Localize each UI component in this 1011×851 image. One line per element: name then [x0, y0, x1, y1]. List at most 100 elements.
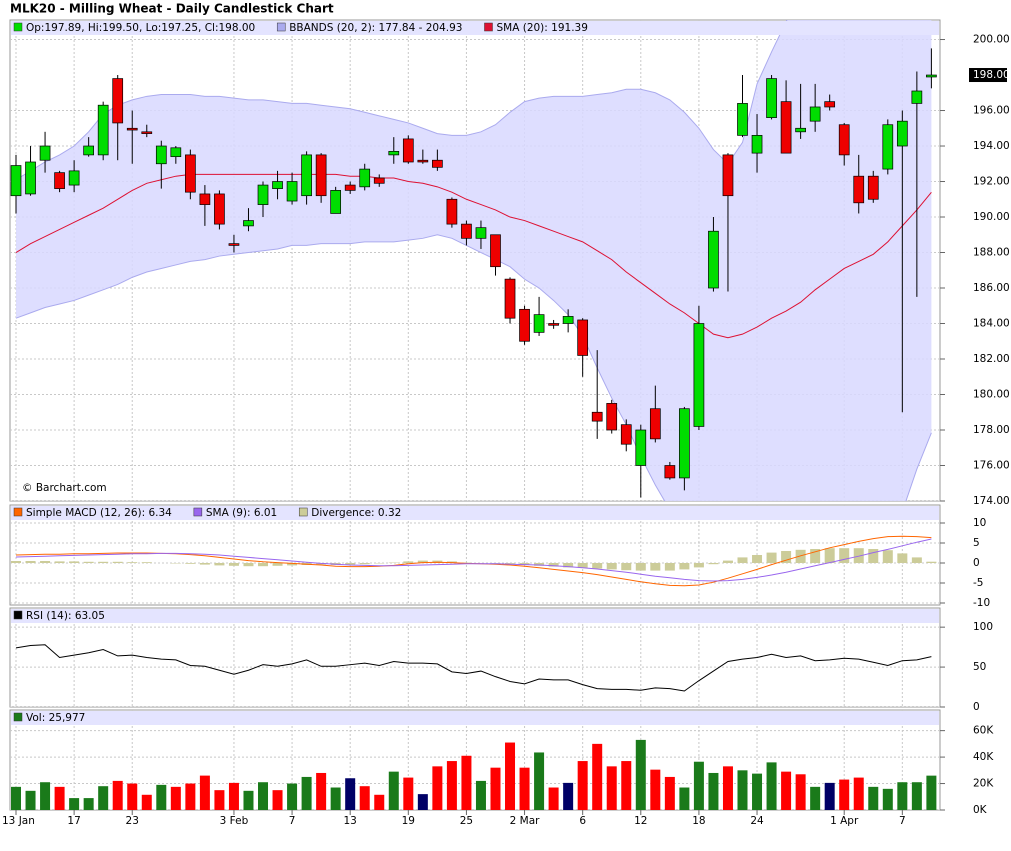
- bar: [911, 557, 922, 563]
- bar: [534, 563, 545, 566]
- bar: [388, 771, 399, 810]
- candle-body: [867, 175, 879, 200]
- bar: [40, 561, 51, 563]
- bar: [505, 742, 516, 810]
- bar: [505, 563, 516, 564]
- candle-body: [926, 74, 937, 78]
- bar: [54, 786, 65, 810]
- candle-body: [25, 161, 36, 195]
- bar: [766, 762, 777, 810]
- bar: [258, 782, 269, 810]
- candle-body: [896, 120, 908, 147]
- bar: [170, 786, 181, 810]
- bar: [11, 561, 21, 563]
- bar: [461, 755, 472, 810]
- x-tick-label: 23: [126, 815, 139, 827]
- bar: [214, 790, 225, 810]
- y-tick-label: 182.00: [973, 353, 1010, 365]
- bar: [490, 767, 501, 810]
- bar: [795, 549, 806, 563]
- candle-body: [664, 465, 676, 479]
- bar: [650, 563, 661, 571]
- legend-label: Divergence: 0.32: [311, 507, 401, 519]
- candle-body: [606, 403, 618, 431]
- candle-body: [39, 145, 51, 161]
- legend-swatch: [13, 610, 23, 620]
- bar: [926, 561, 937, 563]
- legend-label: Simple MACD (12, 26): 6.34: [26, 507, 172, 519]
- y-tick-label: 10: [973, 517, 986, 529]
- candle-body: [591, 411, 603, 422]
- legend-swatch: [13, 22, 23, 32]
- bar: [824, 782, 835, 810]
- bar: [83, 561, 94, 563]
- bar: [926, 775, 937, 810]
- bar: [374, 794, 385, 810]
- candle-body: [751, 135, 763, 154]
- bar: [519, 767, 530, 810]
- candle-body: [185, 154, 196, 193]
- legend-swatch: [484, 22, 493, 32]
- candle-body: [679, 408, 690, 479]
- chart-title: MLK20 - Milling Wheat - Daily Candlestic…: [10, 2, 334, 16]
- x-tick-label: 1 Apr: [830, 815, 859, 827]
- candle-body: [402, 138, 414, 163]
- candle-body: [126, 127, 138, 131]
- bar: [446, 761, 457, 810]
- bar: [141, 562, 152, 563]
- candle-body: [620, 424, 632, 445]
- line: [15, 644, 932, 692]
- bar: [722, 766, 733, 810]
- candle-body: [432, 159, 443, 168]
- candle-body: [737, 103, 748, 136]
- bar: [606, 766, 617, 810]
- candle-body: [301, 154, 312, 197]
- bar: [722, 560, 733, 563]
- y-tick-label: -10: [973, 597, 990, 609]
- legend-label: RSI (14): 63.05: [26, 610, 105, 622]
- bar: [868, 549, 879, 563]
- bar: [534, 752, 545, 810]
- bar: [228, 563, 239, 566]
- candle-body: [780, 101, 792, 154]
- y-tick-label: -5: [973, 577, 983, 589]
- bar: [359, 786, 370, 810]
- bar: [214, 563, 225, 566]
- bar: [54, 561, 65, 563]
- bar: [345, 778, 356, 810]
- last-value-box: [969, 68, 1007, 83]
- y-tick-label: 186.00: [973, 282, 1010, 294]
- legend-label: BBANDS (20, 2): 177.84 - 204.93: [289, 22, 462, 34]
- bar: [40, 782, 51, 810]
- candle-body: [170, 147, 182, 158]
- bar: [287, 563, 298, 566]
- x-tick-label: 6: [579, 815, 586, 827]
- y-tick-label: 50: [973, 661, 986, 673]
- x-tick-label: 12: [634, 815, 647, 827]
- y-tick-label: 60K: [973, 725, 994, 737]
- legend-swatch: [193, 507, 203, 517]
- candle-body: [853, 175, 865, 204]
- bar: [766, 552, 777, 563]
- bar: [577, 761, 588, 810]
- bar: [897, 782, 908, 810]
- candle-body: [388, 150, 400, 156]
- y-tick-label: 20K: [973, 778, 994, 790]
- x-tick-label: 25: [460, 815, 473, 827]
- bar: [693, 761, 704, 810]
- line: [15, 234, 932, 501]
- candle-body: [344, 184, 356, 191]
- bar: [301, 776, 312, 810]
- candle-body: [490, 234, 501, 268]
- y-tick-label: 188.00: [973, 247, 1010, 259]
- bar: [563, 782, 574, 810]
- legend-strip: [11, 506, 939, 520]
- candle-body: [141, 131, 153, 134]
- bar: [432, 766, 443, 810]
- candle-body: [504, 278, 516, 319]
- candle-body: [243, 220, 254, 227]
- plot: [10, 505, 940, 605]
- candle-body: [315, 154, 327, 197]
- legend-label: Vol: 25,977: [26, 712, 85, 724]
- candle-body: [199, 193, 211, 205]
